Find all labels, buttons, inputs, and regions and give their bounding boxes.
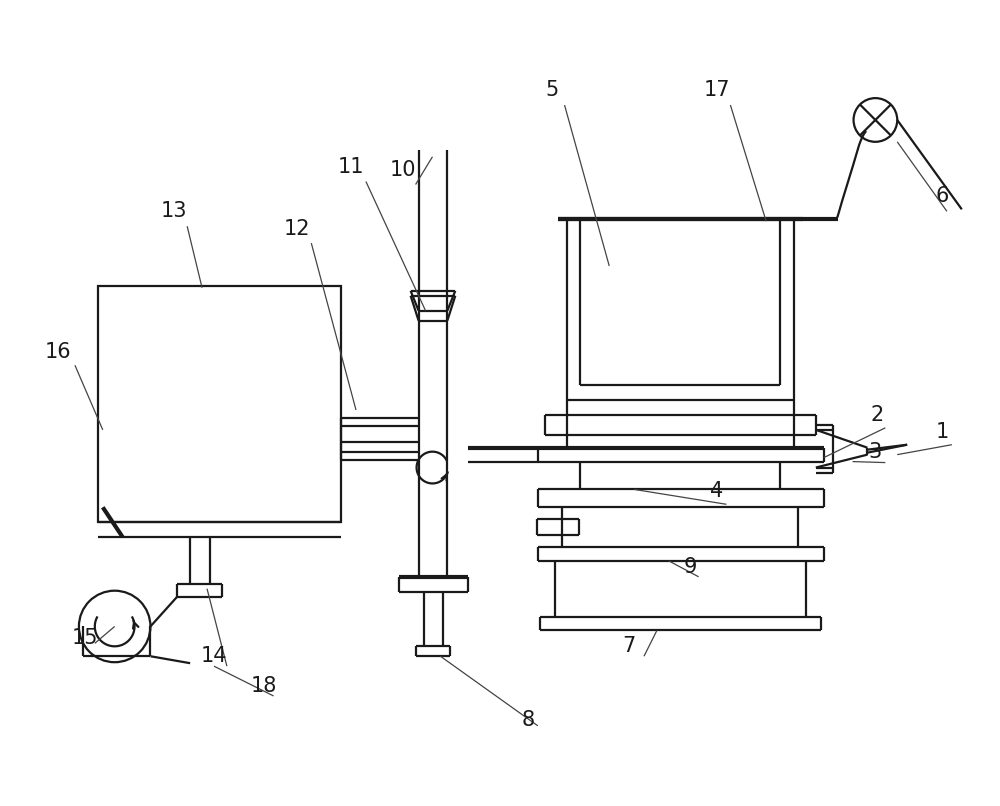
Text: 18: 18 xyxy=(250,676,277,696)
Text: 13: 13 xyxy=(161,202,188,222)
Text: 1: 1 xyxy=(935,422,949,442)
Text: 16: 16 xyxy=(45,343,71,363)
Text: 7: 7 xyxy=(622,636,636,656)
Text: 14: 14 xyxy=(201,646,227,667)
Text: 12: 12 xyxy=(284,219,311,239)
Text: 8: 8 xyxy=(521,710,534,729)
Text: 6: 6 xyxy=(935,186,949,206)
Text: 11: 11 xyxy=(338,156,364,177)
Text: 15: 15 xyxy=(72,629,98,648)
Text: 17: 17 xyxy=(703,80,730,100)
Text: 2: 2 xyxy=(871,405,884,425)
Text: 5: 5 xyxy=(545,80,558,100)
Text: 10: 10 xyxy=(389,160,416,180)
Bar xyxy=(98,286,341,522)
Text: 4: 4 xyxy=(710,481,723,501)
Text: 9: 9 xyxy=(684,557,697,577)
Text: 3: 3 xyxy=(869,442,882,462)
